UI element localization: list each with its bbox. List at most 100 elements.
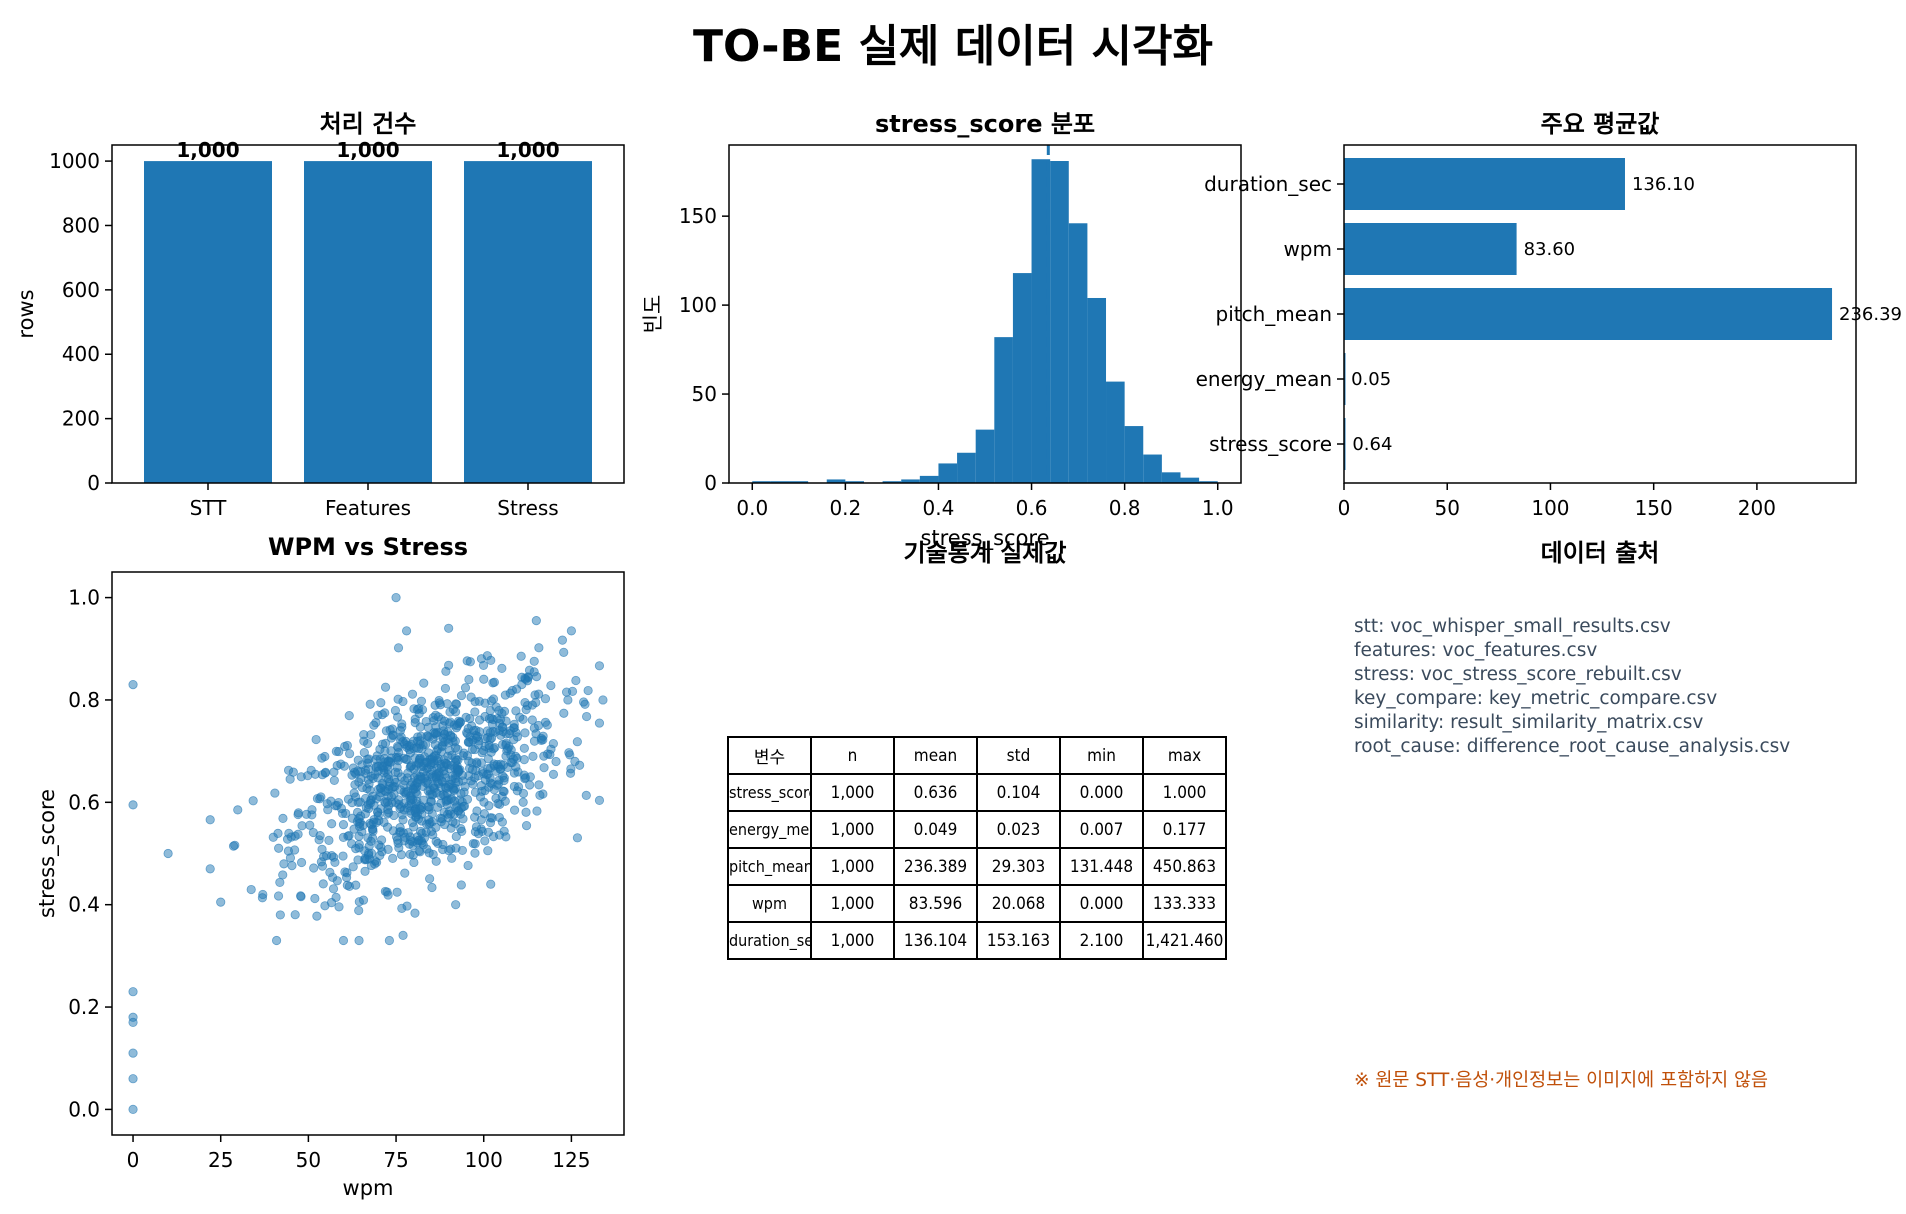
scatter-point — [425, 874, 435, 884]
scatter-point — [548, 769, 559, 779]
scatter-point — [355, 797, 365, 807]
scatter-point — [471, 765, 481, 776]
scatter-point — [353, 755, 363, 765]
scatter-point — [327, 819, 337, 829]
scatter-point — [566, 626, 576, 636]
table-cell: 0.007 — [1059, 810, 1144, 849]
scatter-point — [476, 758, 486, 768]
table-cell: 0.104 — [976, 773, 1061, 812]
table-cell: 0.636 — [893, 773, 978, 812]
x-tick-label: 0.0 — [736, 496, 768, 520]
scatter-point — [377, 847, 387, 857]
x-tick-label: 100 — [465, 1148, 503, 1172]
table-header-cell: std — [976, 736, 1061, 775]
scatter-point — [128, 800, 138, 810]
table-cell: 153.163 — [976, 921, 1061, 960]
table-cell: 1,000 — [810, 810, 895, 849]
histogram-bar — [994, 337, 1013, 483]
scatter-point — [348, 862, 358, 872]
scatter-point — [326, 796, 336, 806]
scatter-point — [275, 910, 285, 920]
table-cell: 83.596 — [893, 884, 978, 923]
table-header-cell: mean — [893, 736, 978, 775]
scatter-point — [438, 737, 448, 747]
scatter-point — [559, 708, 569, 718]
scatter-point — [128, 1048, 138, 1058]
table-row: wpm 1,000 83.596 20.068 0.000 133.333 — [727, 884, 1227, 923]
scatter-point — [439, 726, 449, 736]
scatter-point — [463, 737, 474, 747]
y-tick-label: 600 — [62, 278, 100, 302]
scatter-point — [563, 695, 573, 705]
scatter-point — [531, 697, 541, 708]
x-tick-label: STT — [190, 496, 228, 520]
scatter-point — [329, 767, 339, 777]
scatter-point — [580, 699, 590, 709]
y-tick-label: 1.0 — [68, 586, 100, 610]
table-cell: 136.104 — [893, 921, 978, 960]
y-tick-label: 0.0 — [68, 1097, 100, 1121]
scatter-point — [464, 674, 474, 685]
scatter-point — [498, 786, 508, 796]
source-item: stress: voc_stress_score_rebuilt.csv — [1354, 664, 1682, 685]
y-tick-label: 100 — [679, 293, 717, 317]
y-axis-label: rows — [14, 289, 38, 338]
scatter-point — [538, 735, 548, 745]
scatter-point — [559, 647, 569, 657]
table-cell: 1,000 — [810, 847, 895, 886]
table-row: duration_sec 1,000 136.104 153.163 2.100… — [727, 921, 1227, 960]
scatter-point — [511, 751, 521, 761]
scatter-point — [407, 837, 418, 847]
histogram-bar — [1050, 161, 1069, 483]
scatter-point — [361, 768, 371, 779]
x-tick-label: 0.4 — [923, 496, 955, 520]
x-tick-label: 200 — [1738, 496, 1776, 520]
scatter-point — [594, 795, 605, 806]
plot-frame — [111, 144, 625, 484]
scatter-point — [485, 773, 495, 783]
table-cell: 450.863 — [1142, 847, 1227, 886]
scatter-point — [350, 780, 360, 790]
scatter-point — [529, 656, 539, 666]
scatter-point — [545, 749, 555, 760]
scatter-point — [519, 755, 529, 765]
scatter-point — [419, 678, 429, 688]
scatter-point — [380, 746, 390, 756]
scatter-point — [436, 790, 446, 801]
scatter-point — [448, 783, 458, 793]
scatter-point — [309, 863, 319, 873]
scatter-point — [278, 813, 288, 823]
scatter-point — [415, 736, 425, 746]
scatter-point — [216, 897, 226, 907]
scatter-point — [328, 884, 339, 894]
x-tick-label: Stress — [497, 496, 558, 520]
scatter-point — [392, 741, 403, 752]
scatter-point — [519, 743, 529, 753]
histogram-bar — [1012, 273, 1032, 483]
scatter-point — [368, 826, 378, 836]
plot-frame — [1343, 144, 1857, 484]
table-row-header: energy_mean — [727, 810, 812, 849]
scatter-point — [451, 831, 461, 842]
table-header-cell: 변수 — [727, 736, 812, 775]
scatter-point — [375, 783, 386, 793]
scatter-point — [453, 755, 463, 765]
scatter-point — [478, 745, 489, 756]
scatter-point — [441, 759, 452, 769]
histogram-bar — [882, 481, 902, 483]
scatter-point — [473, 829, 484, 839]
scatter-point — [459, 748, 469, 758]
scatter-point — [598, 695, 608, 705]
table-cell: 133.333 — [1142, 884, 1227, 923]
scatter-point — [571, 675, 581, 686]
scatter-point — [414, 758, 424, 769]
source-item: key_compare: key_metric_compare.csv — [1354, 688, 1718, 709]
scatter-point — [283, 765, 294, 775]
scatter-point — [338, 935, 349, 946]
histogram-bar — [1143, 454, 1162, 483]
table-cell: 0.023 — [976, 810, 1061, 849]
scatter-point — [424, 848, 434, 858]
scatter-point — [582, 711, 592, 722]
scatter-point — [293, 829, 303, 839]
